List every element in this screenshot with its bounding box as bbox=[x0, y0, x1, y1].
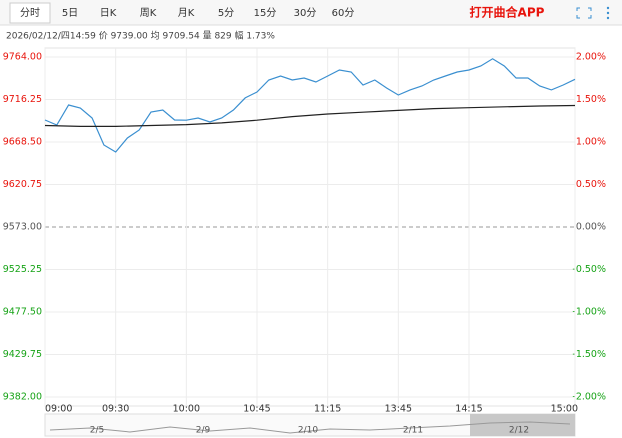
navigator-date: 2/5 bbox=[90, 426, 104, 436]
toolbar-bg bbox=[0, 0, 622, 25]
tab[interactable]: 60分 bbox=[332, 7, 355, 19]
y-tick-label: 9525.25 bbox=[3, 264, 42, 275]
navigator-spark bbox=[49, 421, 571, 434]
y-tick-label: 9429.75 bbox=[3, 349, 42, 360]
y2-tick-label: -0.50% bbox=[572, 264, 606, 275]
y2-tick-label: -1.50% bbox=[572, 349, 606, 360]
navigator-date: 2/12 bbox=[509, 426, 529, 436]
y-tick-label: 9668.50 bbox=[3, 137, 42, 148]
x-tick-label: 09:30 bbox=[102, 404, 129, 415]
navigator-date: 2/10 bbox=[298, 426, 318, 436]
x-tick-label: 09:00 bbox=[45, 404, 72, 415]
x-tick-label: 15:00 bbox=[551, 404, 578, 415]
y-tick-label: 9573.00 bbox=[3, 222, 42, 233]
tab[interactable]: 月K bbox=[178, 7, 195, 19]
navigator-date: 2/11 bbox=[403, 426, 423, 436]
info-line: 2026/02/12/四14:59 价 9739.00 均 9709.54 量 … bbox=[6, 30, 275, 42]
more-icon[interactable] bbox=[606, 6, 610, 20]
price-line bbox=[44, 58, 576, 153]
tab[interactable]: 30分 bbox=[294, 7, 317, 19]
x-tick-label: 13:45 bbox=[385, 404, 412, 415]
y-tick-label: 9382.00 bbox=[3, 392, 42, 403]
x-tick-label: 10:00 bbox=[173, 404, 200, 415]
y-tick-label: 9620.75 bbox=[3, 179, 42, 190]
y2-tick-label: 2.00% bbox=[576, 52, 606, 63]
y2-tick-label: -2.00% bbox=[572, 392, 606, 403]
x-tick-label: 11:15 bbox=[314, 404, 341, 415]
tab[interactable]: 5日 bbox=[62, 8, 78, 19]
tab-selected-bg bbox=[9, 2, 51, 24]
y2-tick-label: 0.00% bbox=[576, 222, 606, 233]
y-tick-label: 9716.25 bbox=[3, 94, 42, 105]
y2-tick-label: 1.50% bbox=[576, 94, 606, 105]
price-line bbox=[44, 104, 576, 127]
y2-tick-label: 0.50% bbox=[576, 179, 606, 190]
tab[interactable]: 周K bbox=[140, 7, 157, 19]
y2-tick-label: -1.00% bbox=[572, 307, 606, 318]
y-tick-label: 9477.50 bbox=[3, 307, 42, 318]
fullscreen-icon[interactable] bbox=[576, 7, 592, 19]
x-tick-label: 14:15 bbox=[455, 404, 482, 415]
tab[interactable]: 分时 bbox=[20, 7, 40, 19]
x-tick-label: 10:45 bbox=[243, 404, 270, 415]
navigator-selection[interactable] bbox=[470, 414, 575, 436]
tab[interactable]: 5分 bbox=[218, 7, 234, 19]
tab[interactable]: 日K bbox=[100, 8, 117, 19]
app-link[interactable]: 打开曲合APP bbox=[470, 5, 545, 20]
tab[interactable]: 15分 bbox=[254, 7, 277, 19]
y-tick-label: 9764.00 bbox=[3, 52, 42, 63]
navigator-date: 2/9 bbox=[196, 426, 211, 436]
y2-tick-label: 1.00% bbox=[576, 137, 606, 148]
